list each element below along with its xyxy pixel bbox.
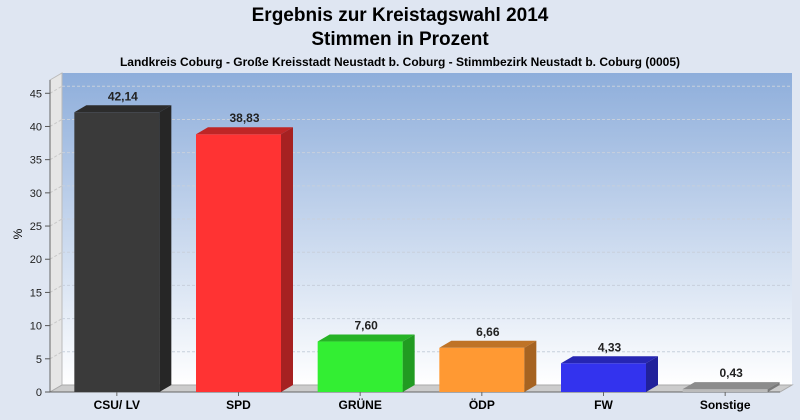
bar-side (524, 340, 537, 392)
gridline-side (49, 251, 63, 260)
bar-3 (439, 340, 537, 392)
y-tick-label: 10 (30, 321, 42, 333)
bar-front (196, 134, 281, 392)
bar-top (439, 340, 537, 348)
bar-2 (317, 334, 415, 392)
gridline-side (49, 119, 63, 127)
bar-side (767, 382, 780, 392)
y-axis-label: % (11, 228, 25, 239)
gridline-side (49, 185, 63, 194)
gridline-side (49, 284, 63, 293)
bar-value-label: 38,83 (229, 111, 259, 125)
y-tick-label: 35 (30, 155, 42, 167)
bar-value-label: 4,33 (598, 340, 622, 354)
x-category-label: ÖDP (469, 397, 495, 412)
gridline-side (49, 218, 63, 227)
x-category-label: FW (594, 398, 613, 412)
x-category-label: CSU/ LV (94, 398, 140, 412)
y-tick-label: 45 (30, 88, 42, 100)
y-tick-label: 15 (30, 287, 42, 299)
gridline-side (49, 351, 63, 360)
chart-subtitle: Landkreis Coburg - Große Kreisstadt Neus… (119, 55, 681, 69)
bar-top (682, 382, 780, 390)
bar-top (561, 356, 658, 364)
chart-title-block: Ergebnis zur Kreistagswahl 2014 Stimmen … (0, 4, 800, 69)
bar-side (646, 356, 658, 392)
bar-side (281, 127, 293, 392)
bar-front (439, 347, 525, 392)
y-tick-label: 30 (30, 188, 42, 200)
plot-background (62, 73, 792, 385)
y-tick-label: 5 (36, 354, 42, 366)
bar-value-label: 7,60 (354, 319, 378, 333)
bar-front (74, 112, 160, 392)
x-category-label: Sonstige (700, 398, 751, 412)
bar-value-label: 42,14 (108, 89, 138, 103)
bar-4 (561, 356, 658, 392)
gridline-side (49, 318, 63, 327)
bar-5 (682, 382, 780, 392)
bar-top (74, 105, 172, 113)
bar-value-label: 6,66 (476, 325, 500, 339)
x-category-label: GRÜNE (338, 397, 381, 412)
bar-0 (74, 105, 172, 392)
y-tick-label: 40 (30, 121, 42, 133)
y-tick-label: 25 (30, 221, 42, 233)
bar-front (561, 363, 646, 392)
gridline-side (49, 152, 63, 161)
bar-side (159, 105, 172, 392)
bar-side (402, 334, 415, 392)
bar-1 (196, 127, 293, 392)
bar-front (317, 341, 403, 392)
bar-value-label: 0,43 (719, 366, 743, 380)
chart-title-line1: Ergebnis zur Kreistagswahl 2014 (251, 5, 549, 26)
y-tick-label: 0 (36, 387, 42, 399)
bar-top (317, 334, 415, 342)
bar-front (682, 389, 768, 392)
x-category-label: SPD (226, 398, 251, 412)
bar-top (196, 127, 293, 135)
y-tick-label: 20 (30, 254, 42, 266)
chart-title-line2: Stimmen in Prozent (311, 29, 489, 50)
gridline-side (49, 85, 63, 94)
